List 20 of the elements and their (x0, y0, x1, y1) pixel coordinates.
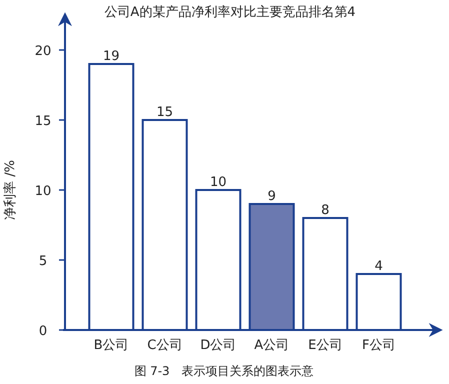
chart-title: 公司A的某产品净利率对比主要竞品排名第4 (104, 4, 356, 20)
y-tick-label: 20 (34, 44, 52, 59)
x-tick-label: D公司 (200, 338, 236, 353)
data-label: 4 (374, 259, 383, 274)
x-tick-label: B公司 (94, 338, 129, 353)
data-label: 19 (102, 49, 120, 64)
x-tick-label: C公司 (147, 338, 182, 353)
y-tick-label: 0 (38, 324, 48, 339)
y-tick-label: 15 (34, 114, 52, 129)
y-axis-title: 净利率 /% (2, 160, 18, 220)
x-tick-label: E公司 (308, 338, 342, 353)
x-tick-label: F公司 (362, 338, 396, 353)
x-tick-label: A公司 (254, 338, 290, 353)
caption: 图 7-3 表示项目关系的图表示意 (134, 364, 314, 378)
data-label: 9 (268, 189, 276, 204)
y-tick-label: 10 (34, 184, 52, 199)
data-label: 15 (156, 105, 174, 120)
y-tick-label: 5 (38, 254, 48, 269)
data-label: 8 (321, 203, 330, 218)
data-label: 10 (210, 175, 227, 190)
